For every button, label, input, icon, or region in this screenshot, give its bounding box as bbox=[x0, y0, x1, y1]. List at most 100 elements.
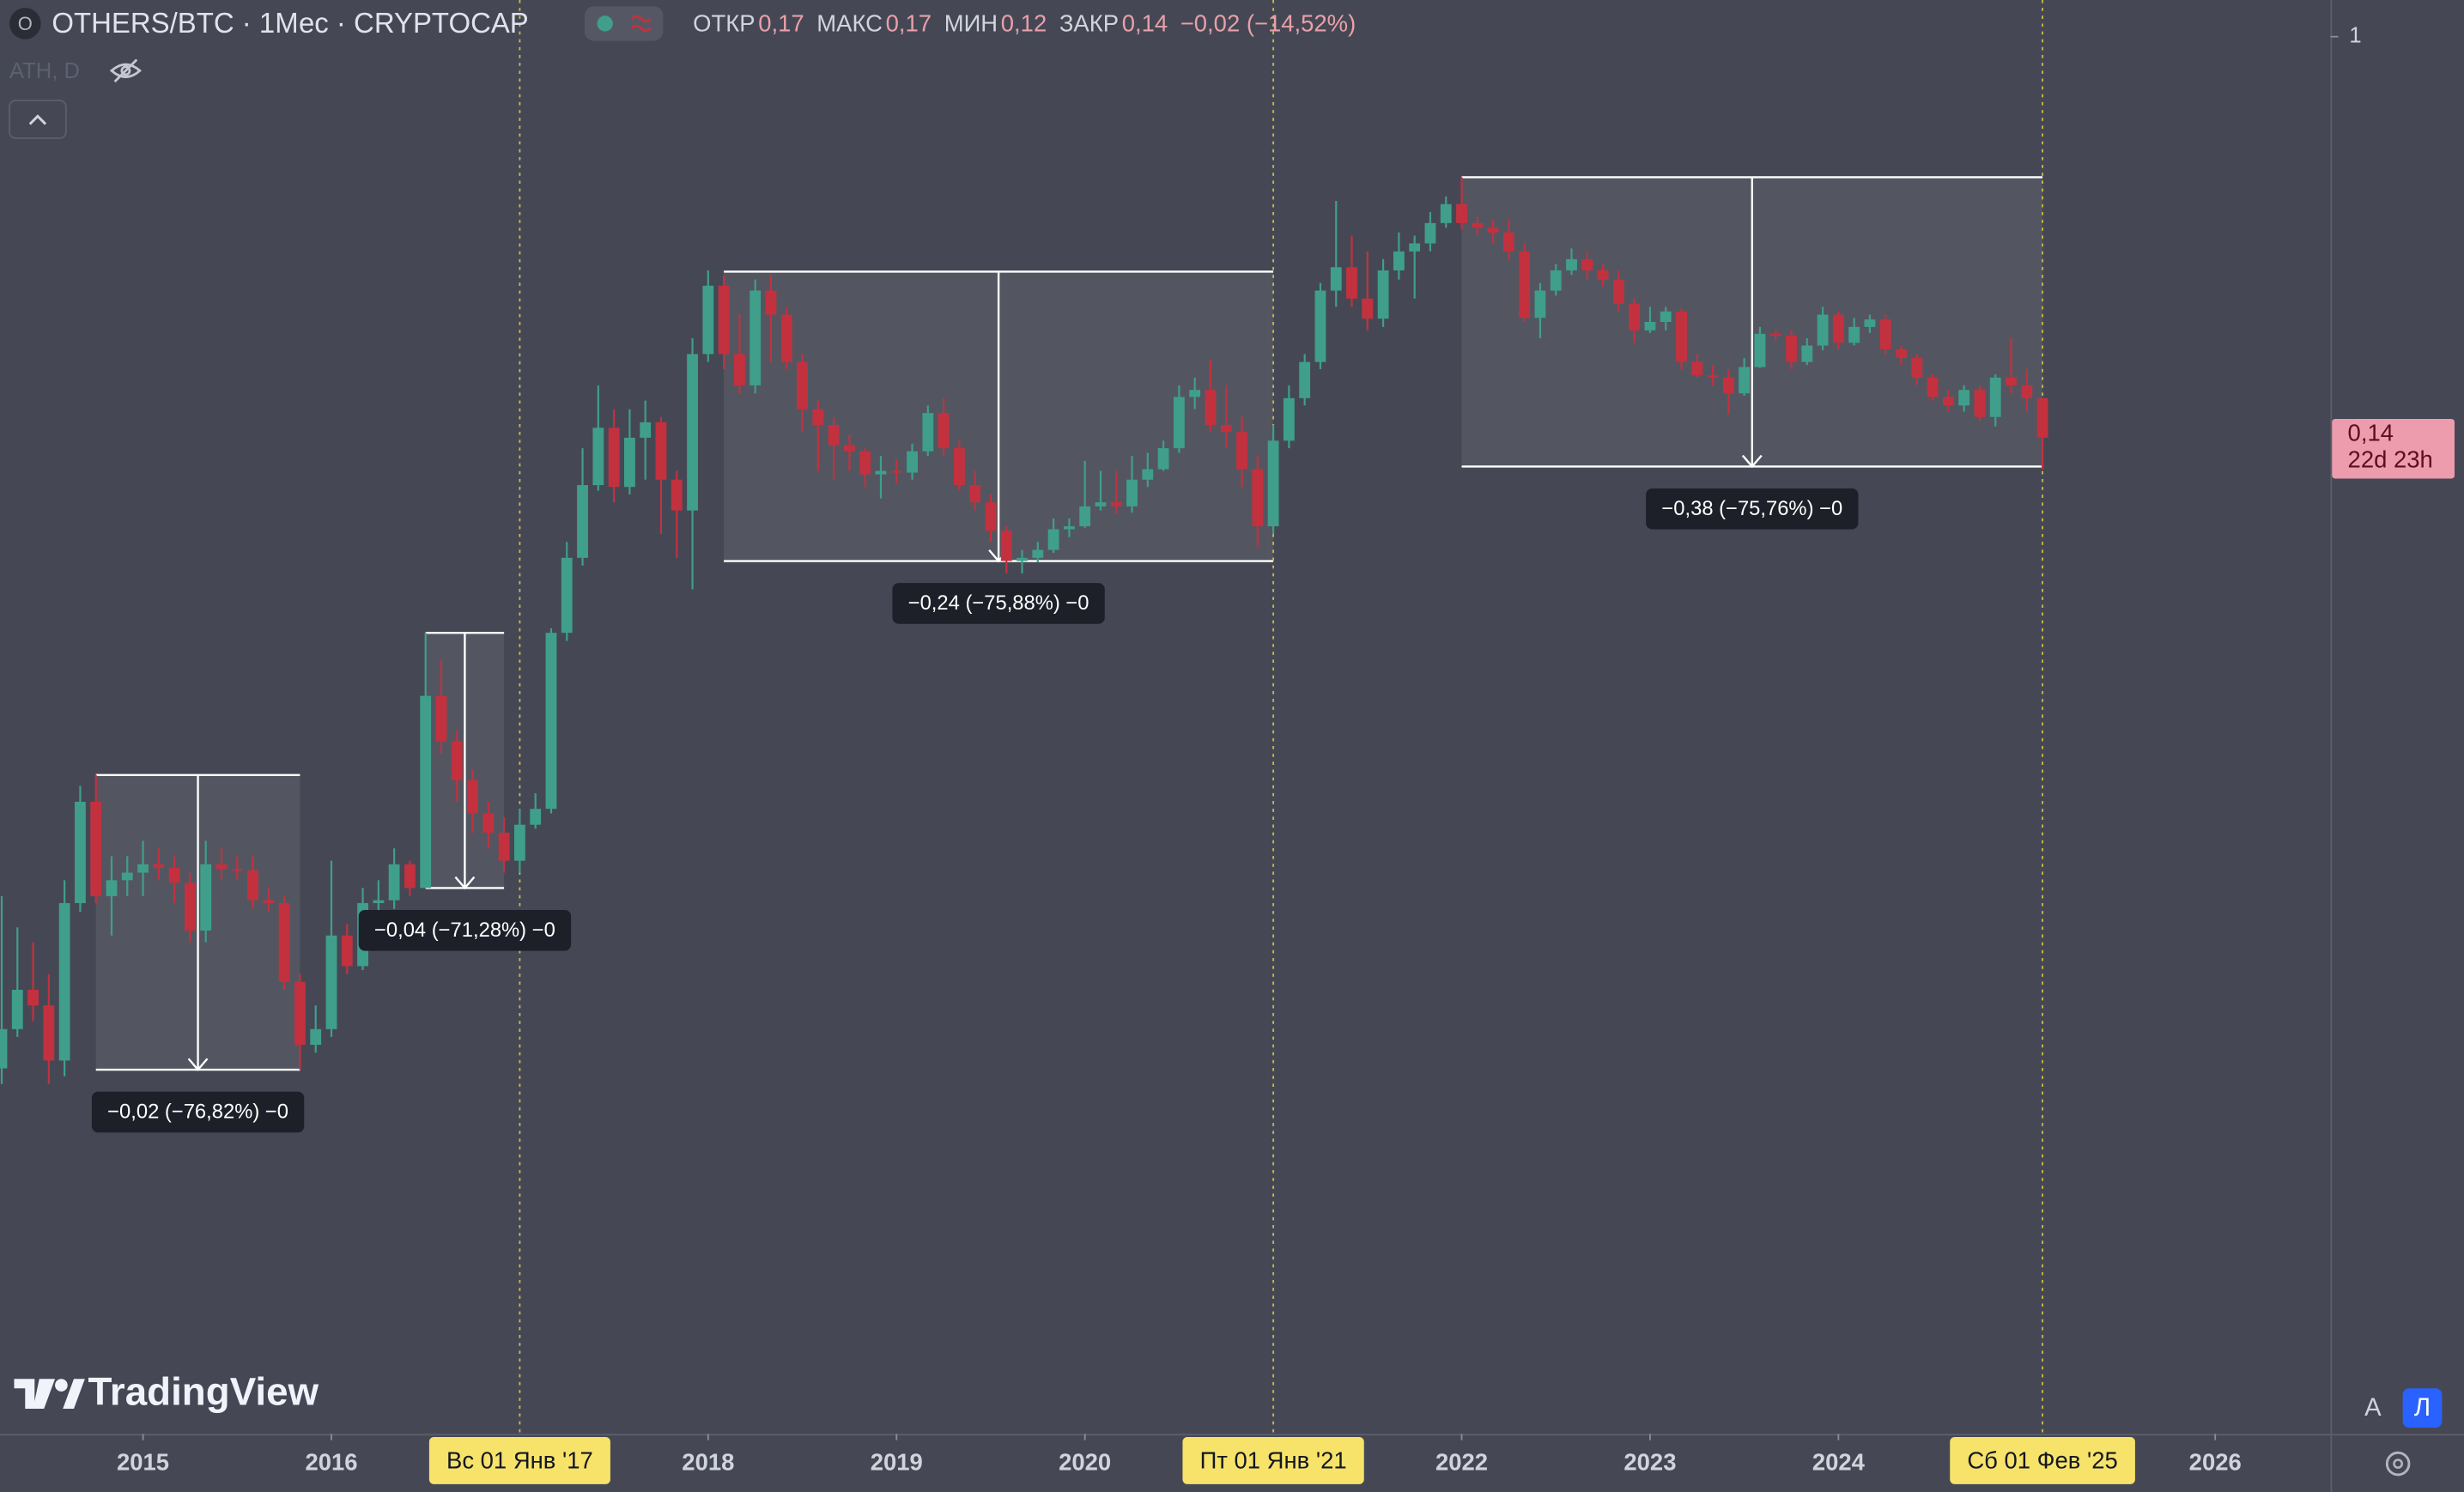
measure-label: −0,38 (−75,76%) −0 bbox=[1661, 497, 1842, 520]
candle-body bbox=[1896, 349, 1907, 358]
candle-body bbox=[1456, 203, 1467, 223]
candle-body bbox=[388, 864, 400, 901]
candle-body bbox=[577, 485, 588, 558]
x-tick-label: 2022 bbox=[1435, 1448, 1488, 1475]
candle-body bbox=[373, 900, 385, 904]
candle-body bbox=[278, 903, 290, 982]
candle-body bbox=[780, 314, 792, 362]
candle-body bbox=[1534, 290, 1546, 318]
collapse-button[interactable] bbox=[9, 100, 67, 139]
candle-body bbox=[843, 445, 855, 452]
symbol-icon[interactable] bbox=[9, 8, 41, 39]
auto-scale-button[interactable]: A bbox=[2364, 1394, 2382, 1422]
measure-arrow-head bbox=[1741, 454, 1763, 469]
log-scale-button-bg[interactable] bbox=[2402, 1388, 2443, 1428]
measure-label-bg bbox=[91, 1091, 305, 1133]
ohlc-legend: ОТКР 0,17 МАКС 0,17 МИН 0,12 ЗАКР 0,14 −0,02 (−1… bbox=[693, 10, 1356, 37]
candle-body bbox=[498, 832, 510, 861]
candle-body bbox=[969, 485, 981, 503]
candle-body bbox=[1330, 267, 1342, 291]
measure-label: −0,02 (−76,82%) −0 bbox=[107, 1101, 288, 1124]
candle-body bbox=[11, 989, 23, 1029]
candle-body bbox=[1362, 298, 1374, 319]
candle-body bbox=[1314, 290, 1326, 362]
ohlc-label: МАКС bbox=[816, 10, 883, 37]
candle-body bbox=[655, 422, 667, 480]
candle-body bbox=[106, 880, 118, 896]
candle-body bbox=[90, 801, 102, 896]
candle-body bbox=[294, 981, 306, 1046]
indicator-label[interactable]: ATH, D bbox=[9, 59, 80, 83]
log-scale-button[interactable]: Л bbox=[2414, 1394, 2431, 1422]
candle-body bbox=[137, 864, 149, 873]
ohlc-value: 0,12 bbox=[1001, 10, 1047, 37]
candle-body bbox=[1346, 267, 1357, 299]
candle-body bbox=[27, 989, 39, 1006]
candle-body bbox=[938, 413, 950, 449]
status-pill[interactable] bbox=[584, 6, 664, 41]
candle-body bbox=[859, 451, 871, 475]
settings-button[interactable] bbox=[2385, 1451, 2411, 1477]
candle-body bbox=[2021, 385, 2033, 398]
candle-body bbox=[1989, 377, 2001, 417]
candle-body bbox=[75, 801, 86, 904]
candle-body bbox=[545, 633, 557, 810]
ohlc-change: −0,02 (−14,52%) bbox=[1180, 10, 1356, 37]
cursor-label: Сб 01 Фев '25 bbox=[1967, 1447, 2117, 1473]
candle-body bbox=[687, 354, 698, 511]
candle-body bbox=[1472, 222, 1484, 228]
candle-body bbox=[1958, 390, 1970, 406]
candle-body bbox=[1126, 479, 1138, 506]
measure-label: −0,04 (−71,28%) −0 bbox=[374, 919, 555, 942]
candle-body bbox=[1566, 258, 1577, 270]
candle-body bbox=[451, 741, 463, 781]
candle-body bbox=[1142, 469, 1154, 480]
candle-body bbox=[1252, 469, 1264, 527]
ohlc-label: ОТКР bbox=[693, 10, 755, 37]
candle-body bbox=[623, 437, 635, 488]
candle-body bbox=[1629, 303, 1641, 331]
candle-body bbox=[1707, 375, 1719, 378]
candle-body bbox=[43, 1005, 55, 1061]
candle-body bbox=[1864, 319, 1876, 327]
candle-body bbox=[1424, 222, 1436, 244]
candle-body bbox=[1550, 270, 1562, 291]
candle-body bbox=[1032, 549, 1044, 558]
candle-body bbox=[922, 413, 934, 452]
candle-body bbox=[0, 1028, 8, 1069]
logo-dot bbox=[55, 1379, 68, 1392]
candle-body bbox=[1927, 377, 1939, 397]
x-tick-label: 2024 bbox=[1812, 1448, 1866, 1475]
candle-body bbox=[1754, 333, 1766, 367]
candle-body bbox=[702, 285, 714, 355]
candle-body bbox=[561, 557, 573, 634]
candle-body bbox=[168, 867, 180, 883]
candle-body bbox=[765, 290, 777, 315]
candle-body bbox=[2036, 397, 2048, 438]
candle-body bbox=[592, 428, 604, 486]
candle-body bbox=[1502, 232, 1514, 252]
candle-body bbox=[1581, 258, 1593, 270]
candle-body bbox=[890, 470, 902, 473]
gear-inner bbox=[2393, 1459, 2403, 1469]
candle-body bbox=[1267, 440, 1279, 527]
delay-icon bbox=[630, 15, 652, 33]
candle-body bbox=[1063, 526, 1075, 530]
cursor-label-bg bbox=[1182, 1436, 1364, 1484]
chart-title[interactable]: OTHERS/BTC · 1Мес · CRYPTOCAP bbox=[52, 7, 528, 39]
candle-body bbox=[1739, 367, 1751, 394]
candle-body bbox=[1440, 203, 1452, 223]
symbol-icon-text: O bbox=[18, 13, 33, 34]
hide-icon[interactable] bbox=[109, 58, 142, 83]
candle-body bbox=[482, 813, 495, 833]
candle-body bbox=[1597, 270, 1609, 280]
candle-body bbox=[608, 428, 620, 488]
y-tick-label: 1 bbox=[2349, 23, 2361, 47]
candle-body bbox=[1236, 432, 1247, 470]
candle-body bbox=[1377, 270, 1389, 319]
price-tag-countdown: 22d 23h bbox=[2348, 446, 2433, 473]
x-tick-label: 2026 bbox=[2189, 1448, 2242, 1475]
